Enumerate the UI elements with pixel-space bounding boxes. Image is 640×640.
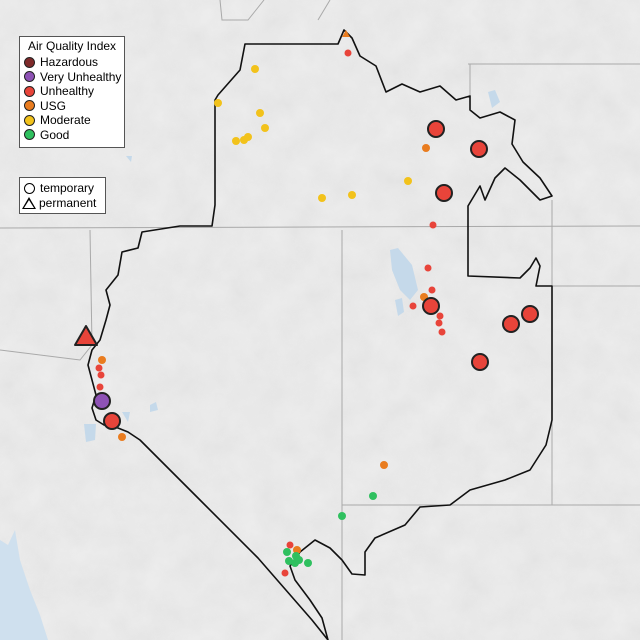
unhealthy-permanent-site: [74, 325, 98, 346]
legend-label: Good: [40, 127, 70, 142]
legend-title: Air Quality Index: [28, 39, 117, 53]
legend-item-hazardous: Hazardous: [20, 55, 124, 70]
region-outline: [87, 29, 553, 640]
legend-item-temporary: temporary: [20, 181, 105, 196]
legend-label: Hazardous: [40, 55, 99, 70]
legend-label: USG: [40, 98, 67, 113]
usg-swatch: [24, 100, 35, 112]
moderate-sites: [214, 65, 412, 202]
legend-item-very-unhealthy: Very Unhealthy: [20, 70, 124, 85]
good-swatch: [24, 129, 35, 141]
legend-item-usg: USG: [20, 99, 124, 114]
legend-item-permanent: permanent: [20, 196, 105, 211]
site-type-legend: temporary permanent: [19, 177, 106, 214]
legend-label: Moderate: [40, 113, 91, 128]
unhealthy-temporary-sites: [103, 120, 539, 430]
monitoring-sites: [74, 30, 539, 577]
legend-label: permanent: [39, 195, 97, 210]
good-sites: [283, 492, 377, 567]
very-unhealthy-swatch: [24, 71, 35, 83]
usg-sites: [98, 144, 430, 554]
triangle-icon: [22, 196, 36, 209]
very-unhealthy-temporary-site: [93, 392, 111, 410]
circle-icon: [24, 182, 35, 194]
unhealthy-swatch: [24, 85, 35, 97]
legend-item-moderate: Moderate: [20, 113, 124, 128]
legend-label: temporary: [40, 181, 95, 196]
unhealthy-small-sites: [95, 49, 446, 577]
hazardous-swatch: [24, 56, 35, 68]
usg-permanent-small: [342, 30, 350, 37]
legend-label: Unhealthy: [40, 84, 95, 99]
aqi-legend: Air Quality Index Hazardous Very Unhealt…: [19, 36, 125, 148]
legend-item-unhealthy: Unhealthy: [20, 84, 124, 99]
moderate-swatch: [24, 114, 35, 126]
lakes: [84, 90, 500, 442]
legend-item-good: Good: [20, 128, 124, 143]
pacific-ocean: [0, 530, 48, 640]
legend-label: Very Unhealthy: [40, 69, 122, 84]
